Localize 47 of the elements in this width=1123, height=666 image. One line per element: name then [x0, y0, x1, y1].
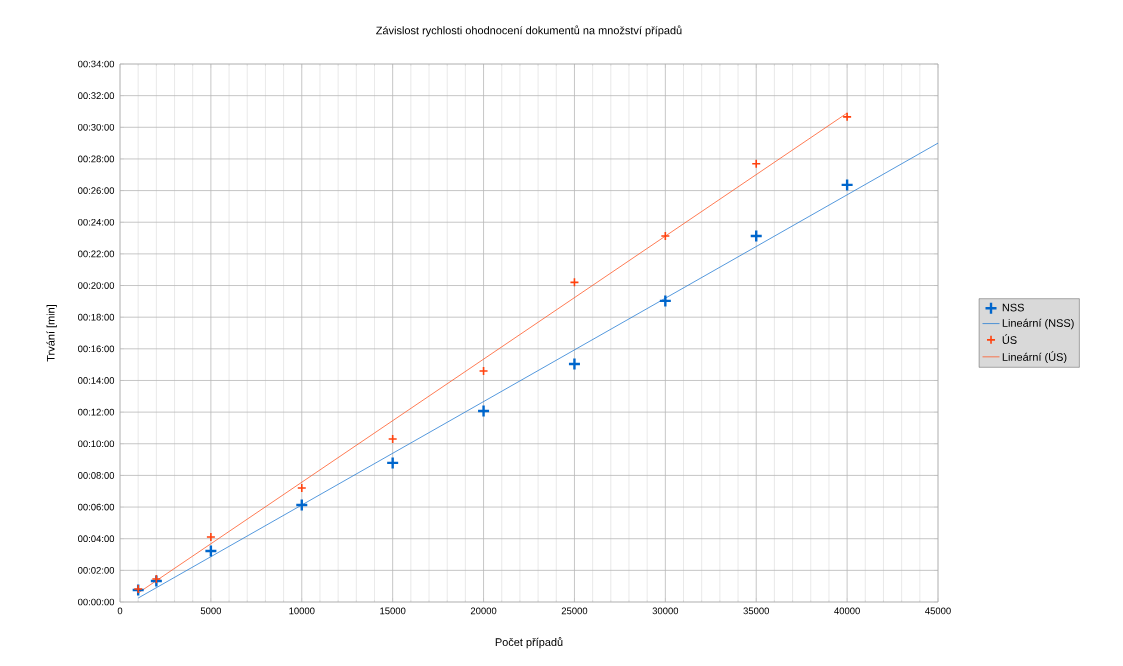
point [658, 294, 673, 308]
y-tick-label: 00:20:00 [78, 282, 115, 289]
point [749, 229, 763, 243]
y-tick-label: 00:10:00 [78, 440, 115, 448]
legend-label: ÚS [1002, 334, 1017, 344]
y-tick-label: 00:24:00 [78, 218, 115, 226]
legend-label: Lineární (ÚS) [1002, 351, 1067, 364]
y-tick-label: 00:12:00 [78, 408, 115, 416]
x-tick-label: 15000 [380, 607, 406, 615]
y-tick-label: 00:16:00 [78, 345, 115, 353]
x-tick-label: 10000 [289, 607, 315, 615]
x-tick-label: 5000 [200, 607, 222, 615]
y-tick-label: 00:28:00 [78, 155, 115, 163]
point [295, 498, 309, 512]
y-tick-label: 00:00:00 [78, 598, 115, 606]
point [296, 483, 307, 493]
point [385, 456, 400, 470]
point [206, 532, 216, 542]
y-tick-label: 00:26:00 [78, 187, 115, 194]
y-tick-label: 00:08:00 [78, 472, 115, 479]
y-tick-label: 00:04:00 [78, 535, 115, 543]
y-tick-label: 00:14:00 [78, 377, 115, 384]
x-tick-label: 30000 [652, 607, 679, 615]
y-tick-label: 00:06:00 [78, 503, 115, 511]
y-axis-title: Trvání [min] [46, 305, 57, 362]
x-tick-label: 45000 [925, 607, 951, 615]
x-tick-label: 40000 [834, 607, 860, 615]
point [204, 544, 218, 558]
point [476, 404, 491, 418]
y-tick-label: 00:18:00 [78, 313, 115, 321]
y-tick-label: 00:02:00 [78, 567, 115, 574]
x-tick-label: 20000 [470, 607, 497, 615]
x-tick-label: 25000 [561, 607, 588, 615]
point [840, 178, 854, 192]
point [842, 112, 852, 122]
y-tick-label: 00:22:00 [78, 250, 115, 258]
x-tick-label: 35000 [743, 607, 770, 615]
y-tick-label: 00:30:00 [78, 123, 115, 131]
legend-label: Lineární (NSS) [1002, 318, 1074, 330]
x-axis-title: Počet případů [495, 637, 563, 649]
legend-label: NSS [1002, 303, 1024, 312]
x-tick-label: 0 [117, 607, 123, 615]
y-tick-label: 00:32:00 [78, 92, 115, 99]
chart-title: Závislost rychlosti ohodnocení dokumentů na množství případů [376, 25, 682, 37]
y-tick-label: 00:34:00 [78, 60, 115, 68]
point [567, 357, 582, 371]
point [149, 574, 164, 588]
